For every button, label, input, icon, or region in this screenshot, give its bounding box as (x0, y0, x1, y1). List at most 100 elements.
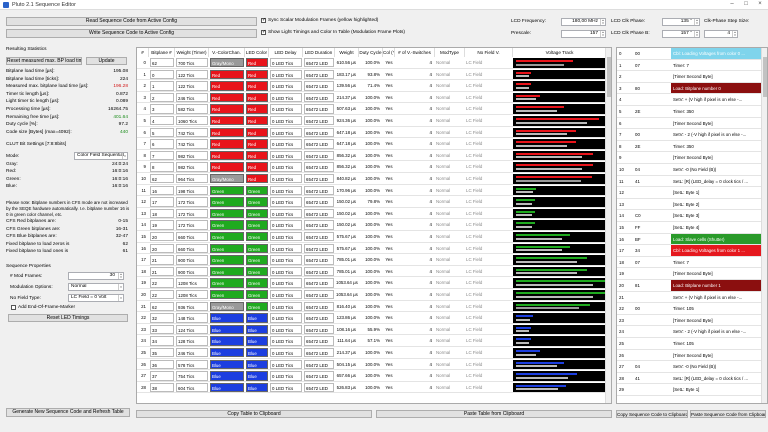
color-channel-select[interactable]: Green (210, 197, 244, 207)
led-delay-spin[interactable]: 0 LED Tics (270, 150, 302, 161)
color-channel-select[interactable]: Red (210, 116, 244, 126)
led-duration-spin[interactable]: 65472 LED (304, 290, 334, 300)
mod-type-select[interactable]: Normal (436, 373, 451, 379)
weight-timer-spin[interactable]: 742 Tics (176, 139, 208, 149)
mod-options-select[interactable]: Normal ▾ (68, 283, 124, 291)
bitplane-spin[interactable]: 37 (150, 371, 174, 381)
led-duration-spin[interactable]: 65472 LED (304, 208, 334, 219)
color-channel-select[interactable]: Green (210, 220, 244, 230)
table-row[interactable]: 3 2 246 Tics Red Red 0 LED Tics 65472 LED 214.3… (137, 92, 607, 104)
no-field-select[interactable]: LC Field (466, 350, 483, 355)
led-delay-spin[interactable]: 0 LED Tics (270, 116, 302, 126)
table-row[interactable]: 21 62 936 Tics Gray/Mono Green 0 LED Tics 6547… (137, 301, 607, 313)
weight-timer-spin[interactable]: 124 Tics (176, 324, 208, 335)
table-row[interactable]: 7 6 742 Tics Red Red 0 LED Tics 65472 LED 647.1… (137, 138, 607, 150)
table-row[interactable]: 1 0 122 Tics Red Red 0 LED Tics 65472 LED 183.1… (137, 69, 607, 81)
table-row[interactable]: 27 37 754 Tics Blue Blue 0 LED Tics 65472 LED 6… (137, 370, 607, 382)
column-header[interactable]: V.-ColorChan. (209, 48, 245, 57)
v-switches-spin[interactable]: 4 (429, 280, 432, 286)
led-duration-spin[interactable]: 65472 LED (304, 359, 334, 369)
mod-type-select[interactable]: Normal (436, 176, 451, 181)
weight-timer-spin[interactable]: 982 Tics (176, 162, 208, 172)
code-list-item[interactable]: 22 00 Timer: 105 (617, 303, 763, 315)
paste-code-button[interactable]: Paste Sequence Code from Clipboard (690, 410, 766, 418)
table-row[interactable]: 12 17 172 Tics Green Green 0 LED Tics 65472 LE… (137, 196, 607, 208)
lcd-clk-phase-input[interactable]: 135 ° ▴ ▾ (662, 18, 700, 26)
mod-type-select[interactable]: Normal (436, 129, 451, 135)
close-icon[interactable]: × (758, 1, 762, 7)
color-channel-select[interactable]: Blue (210, 382, 244, 393)
led-duration-spin[interactable]: 65472 LED (304, 197, 334, 207)
led-duration-spin[interactable]: 65472 LED (304, 313, 334, 323)
code-list-item[interactable]: 10 04 SetV: -0 (No Field (B)) (617, 164, 763, 176)
color-channel-select[interactable]: Red (210, 92, 244, 103)
led-color-select[interactable]: Blue (246, 382, 268, 393)
color-channel-select[interactable]: Green (210, 266, 244, 277)
led-delay-spin[interactable]: 0 LED Tics (270, 174, 302, 184)
mod-type-select[interactable]: Normal (436, 303, 451, 309)
code-list-item[interactable]: 0 00 Cbl: Loading Voltages from color 0 ..… (617, 48, 763, 60)
table-row[interactable]: 16 20 660 Tics Green Green 0 LED Tics 65472 LE… (137, 243, 607, 255)
weight-timer-spin[interactable]: 936 Tics (176, 301, 208, 311)
no-field-select[interactable]: LC Field (466, 315, 483, 321)
led-color-select[interactable]: Blue (246, 371, 268, 381)
led-delay-spin[interactable]: 0 LED Tics (270, 382, 302, 393)
color-channel-select[interactable]: Gray/Mono (210, 301, 244, 311)
color-channel-select[interactable]: Green (210, 290, 244, 300)
bitplane-spin[interactable]: 19 (150, 220, 174, 230)
paste-table-button[interactable]: Paste Table from Clipboard (376, 410, 612, 418)
led-color-select[interactable]: Blue (246, 348, 268, 358)
color-channel-select[interactable]: Blue (210, 313, 244, 323)
v-switches-spin[interactable]: 4 (429, 210, 432, 216)
code-list-item[interactable]: 7 00 SetV: - 2 (-V high if pixel is on els… (617, 129, 763, 141)
led-color-select[interactable]: Red (246, 150, 268, 161)
mod-type-select[interactable]: Normal (436, 234, 451, 239)
generate-sequence-button[interactable]: Generate New Sequence Code and Refresh T… (6, 408, 130, 417)
no-field-select[interactable]: LC Field (466, 384, 483, 390)
weight-timer-spin[interactable]: 172 Tics (176, 220, 208, 230)
column-header[interactable]: Weight (Timer) (175, 48, 209, 57)
no-field-select[interactable]: LC Field (466, 118, 483, 123)
led-delay-spin[interactable]: 0 LED Tics (270, 324, 302, 335)
led-delay-spin[interactable]: 0 LED Tics (270, 255, 302, 265)
led-color-select[interactable]: Red (246, 58, 268, 68)
led-color-select[interactable]: Red (246, 116, 268, 126)
bitplane-spin[interactable]: 33 (150, 324, 174, 335)
table-scrollbar[interactable] (605, 48, 611, 403)
led-duration-spin[interactable]: 65472 LED (304, 81, 334, 91)
color-channel-select[interactable]: Gray/Mono (210, 58, 244, 68)
v-switches-spin[interactable]: 4 (429, 152, 432, 158)
eof-marker-checkbox[interactable] (11, 305, 16, 310)
led-color-select[interactable]: Blue (246, 336, 268, 346)
bitplane-spin[interactable]: 6 (150, 139, 174, 149)
mod-type-select[interactable]: Normal (436, 71, 451, 77)
mod-type-select[interactable]: Normal (436, 199, 451, 205)
column-header[interactable]: LED Duration (303, 48, 335, 57)
mod-type-select[interactable]: Normal (436, 292, 451, 297)
v-switches-spin[interactable]: 4 (429, 83, 432, 89)
weight-timer-spin[interactable]: 742 Tics (176, 127, 208, 137)
bitplane-spin[interactable]: 1 (150, 81, 174, 91)
sequence-table[interactable]: # Bitplane # Weight (Timer) V.-ColorChan. LE… (136, 47, 612, 404)
column-header[interactable]: Weight (335, 48, 359, 57)
mod-type-select[interactable]: Normal (436, 141, 451, 147)
weight-timer-spin[interactable]: 198 Tics (176, 185, 208, 195)
weight-timer-spin[interactable]: 246 Tics (176, 92, 208, 103)
weight-timer-spin[interactable]: 578 Tics (176, 359, 208, 369)
mod-type-select[interactable]: Normal (436, 83, 451, 89)
weight-timer-spin[interactable]: 172 Tics (176, 197, 208, 207)
column-header[interactable]: No Field V. (465, 48, 513, 57)
table-row[interactable]: 5 4 1060 Tics Red Red 0 LED Tics 65472 LED 924.… (137, 115, 607, 127)
table-row[interactable]: 17 21 900 Tics Green Green 0 LED Tics 65472 LE… (137, 254, 607, 266)
mod-type-select[interactable]: Normal (436, 245, 451, 251)
mod-type-select[interactable]: Normal (436, 350, 451, 355)
led-duration-spin[interactable]: 65472 LED (304, 127, 334, 137)
code-list-item[interactable]: 17 34 Cbl: Loading Voltages from color 1 .… (617, 245, 763, 257)
code-list-item[interactable]: 19 [Timer Second Byte] (617, 268, 763, 280)
code-list-item[interactable]: 16 BF Load: Slave cells (Shutter) (617, 233, 763, 246)
led-delay-spin[interactable]: 0 LED Tics (270, 197, 302, 207)
led-color-select[interactable]: Red (246, 92, 268, 103)
bitplane-spin[interactable]: 35 (150, 348, 174, 358)
color-channel-select[interactable]: Blue (210, 371, 244, 381)
led-color-select[interactable]: Green (246, 266, 268, 277)
